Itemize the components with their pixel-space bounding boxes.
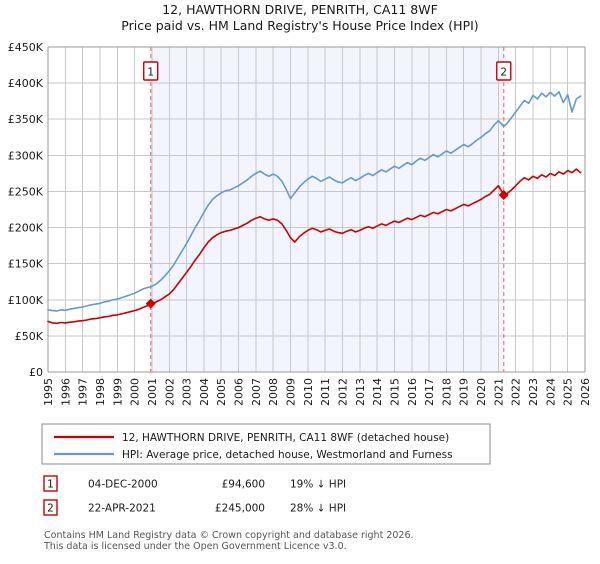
- x-axis-label: 2008: [267, 378, 280, 406]
- x-axis-label: 2019: [458, 378, 471, 406]
- y-axis-label: £450K: [8, 41, 44, 54]
- series-line-2: [47, 91, 582, 312]
- x-axis-label: 2001: [146, 378, 159, 406]
- y-axis-label: £50K: [15, 330, 44, 343]
- y-axis-label: £100K: [8, 294, 44, 307]
- x-axis-label: 2018: [440, 378, 453, 406]
- transaction-delta-1: 19% ↓ HPI: [290, 479, 346, 491]
- series-line-1: [47, 168, 582, 325]
- x-axis-label: 2003: [181, 378, 194, 406]
- x-axis-label: 2011: [319, 378, 332, 406]
- y-axis-label: £350K: [8, 113, 44, 126]
- transaction-number-1: 1: [47, 479, 54, 491]
- y-axis-label: £0: [29, 366, 43, 379]
- transaction-marker-2[interactable]: [43, 499, 58, 516]
- page-subtitle: Price paid vs. HM Land Registry's House …: [121, 18, 478, 33]
- y-axis-label: £200K: [8, 222, 44, 235]
- y-axis-label: £150K: [8, 258, 44, 271]
- x-axis-label: 2024: [544, 378, 557, 406]
- x-axis-label: 2015: [388, 378, 401, 406]
- transaction-marker-1[interactable]: [43, 475, 58, 492]
- x-axis-label: 1996: [59, 378, 72, 406]
- x-axis-label: 2006: [233, 378, 246, 406]
- y-axis-label: £250K: [8, 185, 44, 198]
- marker-box-1[interactable]: [143, 61, 159, 81]
- y-axis-label: £400K: [8, 77, 44, 90]
- x-axis-label: 1997: [77, 378, 90, 406]
- x-axis-label: 2023: [527, 378, 540, 406]
- x-axis-label: 2016: [406, 378, 419, 406]
- legend-label-2: HPI: Average price, detached house, West…: [122, 449, 453, 461]
- x-axis-label: 2025: [562, 378, 575, 406]
- x-axis-label: 2000: [129, 378, 142, 406]
- x-axis-label: 2021: [492, 378, 505, 406]
- sale-point-1[interactable]: [145, 298, 156, 309]
- footer-line-1: Contains HM Land Registry data © Crown c…: [44, 530, 414, 541]
- x-axis-label: 2010: [302, 378, 315, 406]
- transaction-date-1: 04-DEC-2000: [88, 479, 158, 491]
- x-axis-label: 2004: [198, 378, 211, 406]
- transaction-price-1: £94,600: [222, 479, 265, 491]
- sale-point-2[interactable]: [498, 190, 509, 201]
- x-axis-label: 2005: [215, 378, 228, 406]
- x-axis-label: 2002: [163, 378, 176, 406]
- x-axis-label: 1999: [111, 378, 124, 406]
- x-axis-label: 2014: [371, 378, 384, 406]
- transaction-price-2: £245,000: [215, 503, 265, 515]
- x-axis-label: 2007: [250, 378, 263, 406]
- x-axis-label: 2017: [423, 378, 436, 406]
- legend-box: [41, 423, 491, 465]
- marker-number-1: 1: [147, 67, 154, 79]
- page-title: 12, HAWTHORN DRIVE, PENRITH, CA11 8WF: [162, 2, 438, 17]
- x-axis-label: 2012: [336, 378, 349, 406]
- transaction-number-2: 2: [47, 503, 54, 515]
- transaction-delta-2: 28% ↓ HPI: [290, 503, 346, 515]
- footer-line-2: This data is licensed under the Open Gov…: [43, 541, 347, 552]
- x-axis-label: 1998: [94, 378, 107, 406]
- x-axis-label: 2013: [354, 378, 367, 406]
- x-axis-label: 2026: [579, 378, 592, 406]
- marker-number-2: 2: [500, 67, 507, 79]
- x-axis-label: 1995: [42, 378, 55, 406]
- x-axis-label: 2022: [510, 378, 523, 406]
- x-axis-label: 2020: [475, 378, 488, 406]
- x-axis-label: 2009: [285, 378, 298, 406]
- legend-label-1: 12, HAWTHORN DRIVE, PENRITH, CA11 8WF (d…: [122, 432, 449, 444]
- marker-box-2[interactable]: [496, 61, 512, 81]
- transaction-date-2: 22-APR-2021: [88, 503, 156, 515]
- y-axis-label: £300K: [8, 149, 44, 162]
